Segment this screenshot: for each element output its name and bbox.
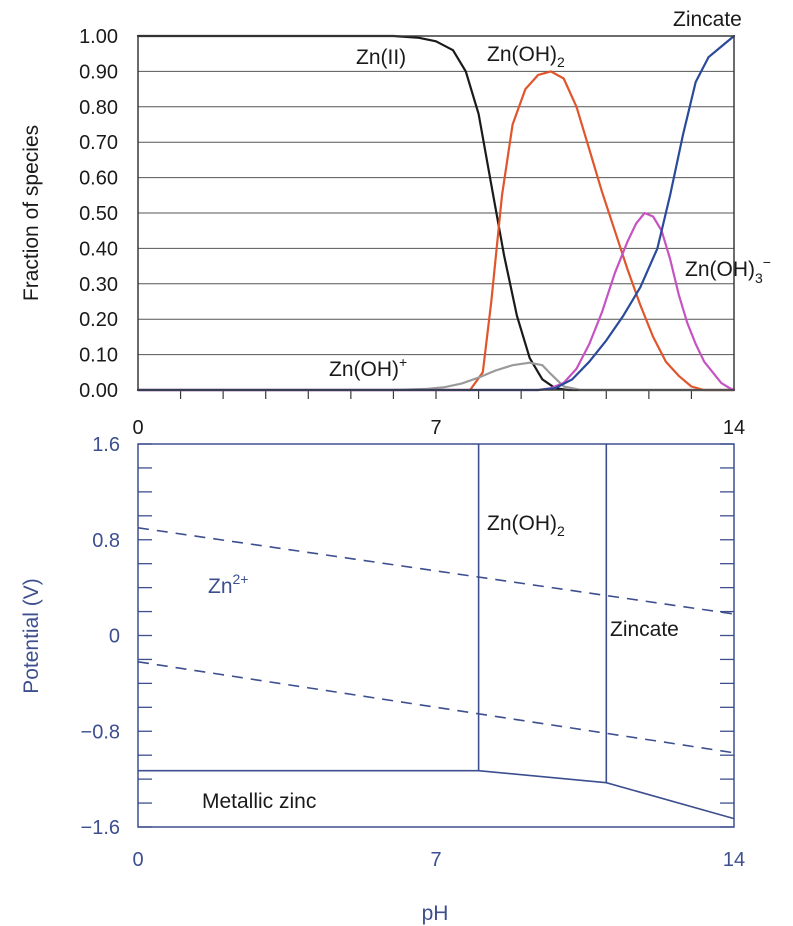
phase-boundary-line xyxy=(138,769,735,820)
bottom-y-tick-label: −1.6 xyxy=(81,817,120,839)
top-y-tick-labels: 0.00 0.10 0.20 0.30 0.40 0.50 0.60 0.70 0.80 0.90… xyxy=(79,26,118,402)
bottom-y-tick-label: 0 xyxy=(109,626,120,648)
top-y-tick-label: 0.10 xyxy=(79,345,118,367)
bottom-x-tick-labels: 0 7 14 xyxy=(132,849,745,871)
series-line xyxy=(136,34,736,392)
top-y-tick-label: 0.50 xyxy=(79,203,118,225)
speciation-chart: 0.00 0.10 0.20 0.30 0.40 0.50 0.60 0.70 0.80 0.90… xyxy=(20,8,771,439)
top-x-tick-label: 0 xyxy=(132,417,143,439)
bottom-y-tick-labels: −1.6 −0.8 0 0.8 1.6 xyxy=(81,434,120,839)
bottom-x-tick-label: 7 xyxy=(430,849,441,871)
label-zn-ii: Zn(II) xyxy=(356,46,406,69)
top-y-tick-label: 0.40 xyxy=(79,238,118,260)
label-zn-oh2-region: Zn(OH)2 xyxy=(487,512,565,539)
water-stability-line xyxy=(137,527,735,615)
top-y-tick-label: 0.30 xyxy=(79,274,118,296)
water-stability-line xyxy=(137,661,735,754)
bottom-x-tick-label: 14 xyxy=(723,849,745,871)
label-zn-oh2: Zn(OH)2 xyxy=(487,43,565,70)
bottom-y-axis-label: Potential (V) xyxy=(20,578,43,694)
series-line xyxy=(136,361,736,392)
label-zn-oh-plus: Zn(OH)+ xyxy=(329,354,407,381)
bottom-plot-frame xyxy=(137,443,735,828)
label-zn2-plus: Zn2+ xyxy=(208,571,248,598)
top-y-tick-label: 0.80 xyxy=(79,97,118,119)
top-y-tick-label: 0.60 xyxy=(79,168,118,190)
bottom-x-tick-label: 0 xyxy=(132,849,143,871)
top-series xyxy=(136,34,736,392)
label-zn-oh3-minus: Zn(OH)3− xyxy=(685,254,771,286)
series-line xyxy=(136,34,736,392)
pourbaix-diagram: −1.6 −0.8 0 0.8 1.6 0 7 14 Potential (V) pH Zn… xyxy=(20,434,745,925)
top-y-tick-label: 0.00 xyxy=(79,380,118,402)
bottom-y-tick-label: 1.6 xyxy=(92,434,120,456)
bottom-x-axis-label: pH xyxy=(422,902,449,925)
top-y-tick-label: 0.20 xyxy=(79,309,118,331)
top-x-tick-label: 7 xyxy=(430,417,441,439)
bottom-y-tick-label: −0.8 xyxy=(81,721,120,743)
top-x-minor-ticks xyxy=(179,390,693,399)
top-y-axis-label: Fraction of species xyxy=(20,125,43,301)
label-zincate-top: Zincate xyxy=(673,8,742,31)
label-metallic-zinc: Metallic zinc xyxy=(202,790,316,813)
top-x-tick-labels: 0 7 14 xyxy=(132,417,745,439)
bottom-y-tick-label: 0.8 xyxy=(92,530,120,552)
series-line xyxy=(136,211,736,392)
label-zincate-region: Zincate xyxy=(610,618,679,641)
series-line xyxy=(136,70,736,392)
top-y-tick-label: 0.90 xyxy=(79,61,118,83)
bottom-boundary-lines xyxy=(137,444,735,820)
top-y-tick-label: 0.70 xyxy=(79,132,118,154)
top-y-tick-label: 1.00 xyxy=(79,26,118,48)
top-x-tick-label: 14 xyxy=(723,417,745,439)
top-plot-frame xyxy=(137,35,735,391)
